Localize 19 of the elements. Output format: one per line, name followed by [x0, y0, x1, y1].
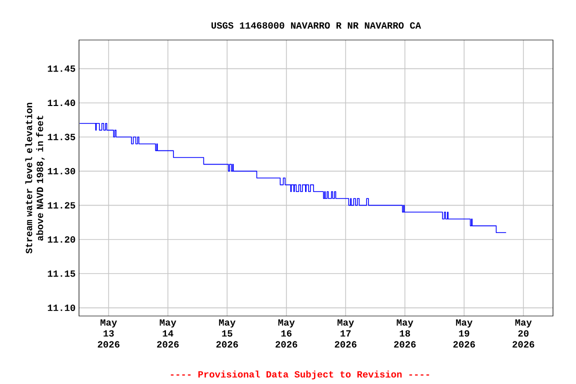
x-tick-label: May 15 2026: [216, 319, 238, 348]
x-tick-label: May 13 2026: [98, 319, 120, 348]
y-tick-label: 11.25: [48, 202, 76, 209]
x-tick-label: May 20 2026: [512, 319, 534, 348]
chart-title: USGS 11468000 NAVARRO R NR NAVARRO CA: [212, 22, 422, 29]
y-tick-label: 11.35: [48, 134, 76, 140]
y-tick-label: 11.15: [48, 270, 76, 277]
y-tick-label: 11.30: [48, 168, 76, 174]
x-tick-label: May 14 2026: [157, 319, 179, 348]
text: ---- Provisional Data Subject to Revision ----: [170, 370, 430, 380]
y-tick-label: 11.20: [48, 236, 76, 243]
y-axis-title: Stream water level elevation above NAVD 1988, in feet: [25, 102, 45, 254]
y-tick-label: 11.10: [48, 304, 76, 312]
y-tick-label: 11.40: [48, 100, 76, 106]
x-tick-label: May 18 2026: [394, 319, 416, 348]
x-tick-label: May 16 2026: [276, 319, 298, 348]
x-tick-label: May 17 2026: [334, 319, 356, 348]
x-tick-label: May 19 2026: [453, 319, 475, 348]
y-tick-label: 11.45: [48, 66, 76, 72]
